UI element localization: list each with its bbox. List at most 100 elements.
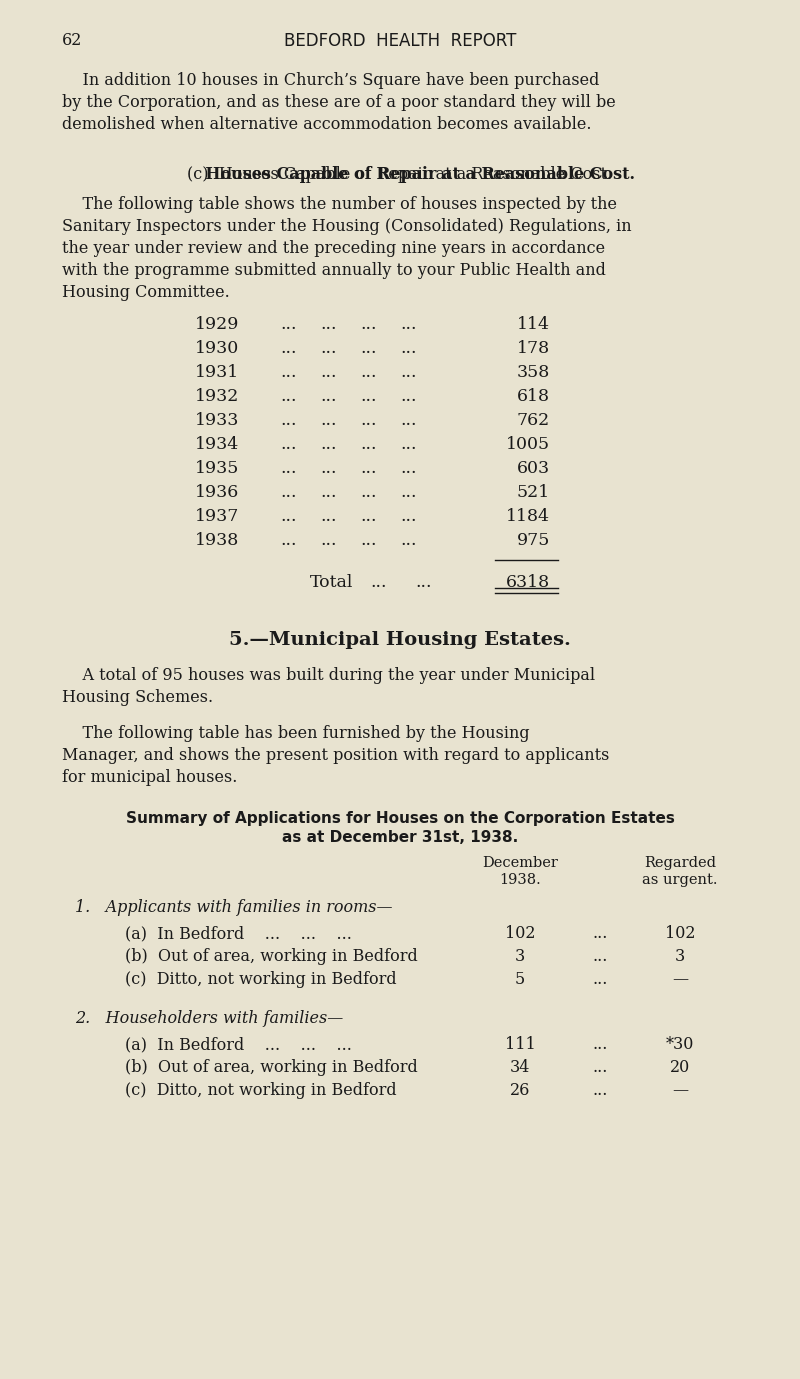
Text: 1930: 1930	[195, 341, 239, 357]
Text: 975: 975	[517, 532, 550, 549]
Text: ...: ...	[415, 574, 431, 592]
Text: In addition 10 houses in Church’s Square have been purchased: In addition 10 houses in Church’s Square…	[62, 72, 599, 90]
Text: 20: 20	[670, 1059, 690, 1076]
Text: ...: ...	[592, 925, 608, 942]
Text: 102: 102	[665, 925, 695, 942]
Text: (b)  Out of area, working in Bedford: (b) Out of area, working in Bedford	[125, 1059, 418, 1076]
Text: ...: ...	[400, 412, 417, 429]
Text: 1932: 1932	[195, 387, 239, 405]
Text: ...: ...	[592, 1083, 608, 1099]
Text: 1934: 1934	[195, 436, 239, 452]
Text: (b)  Out of area, working in Bedford: (b) Out of area, working in Bedford	[125, 947, 418, 965]
Text: ...: ...	[400, 532, 417, 549]
Text: ...: ...	[280, 316, 297, 332]
Text: December: December	[482, 856, 558, 870]
Text: ...: ...	[592, 947, 608, 965]
Text: ...: ...	[400, 364, 417, 381]
Text: ...: ...	[360, 341, 377, 357]
Text: ...: ...	[320, 532, 337, 549]
Text: ...: ...	[400, 507, 417, 525]
Text: 603: 603	[517, 461, 550, 477]
Text: ...: ...	[360, 387, 377, 405]
Text: ...: ...	[320, 484, 337, 501]
Text: 1931: 1931	[195, 364, 239, 381]
Text: ...: ...	[320, 507, 337, 525]
Text: 3: 3	[515, 947, 525, 965]
Text: ...: ...	[400, 461, 417, 477]
Text: demolished when alternative accommodation becomes available.: demolished when alternative accommodatio…	[62, 116, 591, 132]
Text: 1184: 1184	[506, 507, 550, 525]
Text: ...: ...	[360, 316, 377, 332]
Text: ...: ...	[360, 436, 377, 452]
Text: ...: ...	[280, 364, 297, 381]
Text: A total of 95 houses was built during the year under Municipal: A total of 95 houses was built during th…	[62, 667, 595, 684]
Text: ...: ...	[320, 316, 337, 332]
Text: by the Corporation, and as these are of a poor standard they will be: by the Corporation, and as these are of …	[62, 94, 616, 110]
Text: 1929: 1929	[195, 316, 239, 332]
Text: 1938: 1938	[195, 532, 239, 549]
Text: Sanitary Inspectors under the Housing (Consolidated) Regulations, in: Sanitary Inspectors under the Housing (C…	[62, 218, 632, 234]
Text: ...: ...	[400, 436, 417, 452]
Text: 62: 62	[62, 32, 82, 50]
Text: ...: ...	[320, 387, 337, 405]
Text: Housing Committee.: Housing Committee.	[62, 284, 230, 301]
Text: ...: ...	[592, 1036, 608, 1054]
Text: ...: ...	[280, 461, 297, 477]
Text: 6318: 6318	[506, 574, 550, 592]
Text: the year under review and the preceding nine years in accordance: the year under review and the preceding …	[62, 240, 605, 256]
Text: (a)  In Bedford    ...    ...    ...: (a) In Bedford ... ... ...	[125, 1036, 352, 1054]
Text: 102: 102	[505, 925, 535, 942]
Text: 26: 26	[510, 1083, 530, 1099]
Text: 5.—Municipal Housing Estates.: 5.—Municipal Housing Estates.	[229, 632, 571, 650]
Text: 358: 358	[517, 364, 550, 381]
Text: (a)  In Bedford    ...    ...    ...: (a) In Bedford ... ... ...	[125, 925, 352, 942]
Text: ...: ...	[280, 387, 297, 405]
Text: ...: ...	[370, 574, 386, 592]
Text: ...: ...	[360, 364, 377, 381]
Text: 1937: 1937	[195, 507, 239, 525]
Text: 3: 3	[675, 947, 685, 965]
Text: 1935: 1935	[195, 461, 239, 477]
Text: 1933: 1933	[195, 412, 239, 429]
Text: ...: ...	[400, 387, 417, 405]
Text: ...: ...	[592, 1059, 608, 1076]
Text: Regarded: Regarded	[644, 856, 716, 870]
Text: ...: ...	[280, 436, 297, 452]
Text: ...: ...	[360, 507, 377, 525]
Text: (c)  Ditto, not working in Bedford: (c) Ditto, not working in Bedford	[125, 1083, 397, 1099]
Text: Summary of Applications for Houses on the Corporation Estates: Summary of Applications for Houses on th…	[126, 811, 674, 826]
Text: ...: ...	[280, 412, 297, 429]
Text: 178: 178	[517, 341, 550, 357]
Text: for municipal houses.: for municipal houses.	[62, 769, 238, 786]
Text: ...: ...	[400, 484, 417, 501]
Text: 521: 521	[517, 484, 550, 501]
Text: ...: ...	[280, 341, 297, 357]
Text: ...: ...	[280, 507, 297, 525]
Text: 618: 618	[517, 387, 550, 405]
Text: ...: ...	[320, 412, 337, 429]
Text: ...: ...	[280, 484, 297, 501]
Text: ...: ...	[360, 412, 377, 429]
Text: 34: 34	[510, 1059, 530, 1076]
Text: 762: 762	[517, 412, 550, 429]
Text: ...: ...	[400, 341, 417, 357]
Text: —: —	[672, 1083, 688, 1099]
Text: as at December 31st, 1938.: as at December 31st, 1938.	[282, 830, 518, 845]
Text: ...: ...	[280, 532, 297, 549]
Text: ...: ...	[360, 484, 377, 501]
Text: 1936: 1936	[195, 484, 239, 501]
Text: The following table has been furnished by the Housing: The following table has been furnished b…	[62, 725, 530, 742]
Text: 1.   Applicants with families in rooms—: 1. Applicants with families in rooms—	[75, 899, 393, 916]
Text: ...: ...	[320, 461, 337, 477]
Text: 5: 5	[515, 971, 525, 987]
Text: Houses Capable of Repair at a Reasonable Cost.: Houses Capable of Repair at a Reasonable…	[166, 165, 634, 183]
Text: The following table shows the number of houses inspected by the: The following table shows the number of …	[62, 196, 617, 212]
Text: ...: ...	[320, 364, 337, 381]
Text: (c)  Ditto, not working in Bedford: (c) Ditto, not working in Bedford	[125, 971, 397, 987]
Text: ...: ...	[592, 971, 608, 987]
Text: (c)  Houses Capable of Repair at a Reasonable Cost.: (c) Houses Capable of Repair at a Reason…	[187, 165, 613, 183]
Text: 2.   Householders with families—: 2. Householders with families—	[75, 1009, 343, 1027]
Text: ...: ...	[320, 436, 337, 452]
Text: as urgent.: as urgent.	[642, 873, 718, 887]
Text: ...: ...	[360, 532, 377, 549]
